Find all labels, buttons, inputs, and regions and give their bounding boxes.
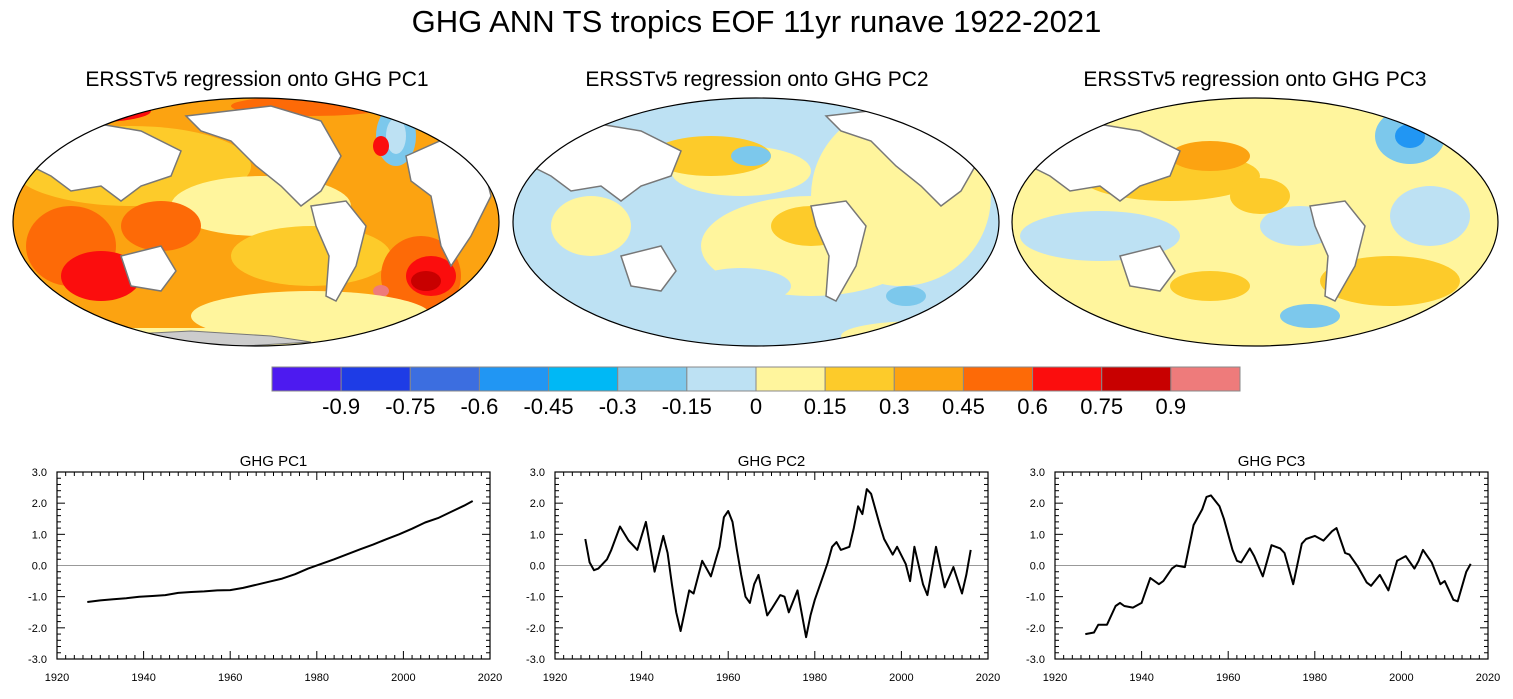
x-tick-label: 1920: [45, 672, 69, 684]
y-tick-label: 0.0: [530, 561, 545, 573]
y-tick-label: 2.0: [32, 498, 47, 510]
x-tick-label: 1940: [1129, 672, 1153, 684]
pc-chart-1: 3.0 2.0 1.0 0.0 -1.0 -2.0 -3.0 1920 1940 1960 1980…: [28, 453, 502, 684]
regression-map-pc3: [1011, 97, 1499, 347]
y-tick-label: 1.0: [32, 529, 47, 541]
plot-frame: [1054, 471, 1489, 660]
y-tick-label: -2.0: [526, 623, 545, 635]
x-tick-label: 1960: [1216, 672, 1240, 684]
y-tick-label: -2.0: [1026, 623, 1045, 635]
colorbar-label: 0.15: [803, 394, 847, 419]
colorbar-label: -0.3: [598, 394, 637, 419]
y-tick-label: 2.0: [530, 498, 545, 510]
y-tick-label: -1.0: [1026, 592, 1045, 604]
x-tick-label: 1920: [1043, 672, 1067, 684]
figure-title: GHG ANN TS tropics EOF 11yr runave 1922-…: [411, 4, 1102, 39]
plot-frame: [554, 471, 989, 660]
colorbar-label: 0.45: [942, 394, 985, 419]
x-tick-label: 2000: [1389, 672, 1413, 684]
y-tick-label: 3.0: [1030, 467, 1045, 479]
y-tick-label: -1.0: [526, 592, 545, 604]
pc-series-line: [87, 500, 474, 603]
x-tick-label: 1940: [629, 672, 653, 684]
x-tick-label: 1960: [716, 672, 740, 684]
x-tick-label: 1980: [1303, 672, 1327, 684]
pc-series-line: [584, 488, 972, 639]
x-tick-label: 1980: [803, 672, 827, 684]
y-tick-label: 2.0: [1030, 498, 1045, 510]
x-tick-label: 2020: [1476, 672, 1500, 684]
y-tick-label: 1.0: [530, 529, 545, 541]
y-tick-label: 3.0: [530, 467, 545, 479]
x-tick-label: 2020: [976, 672, 1000, 684]
x-tick-label: 1980: [305, 672, 329, 684]
x-tick-label: 1920: [543, 672, 567, 684]
regression-map-pc2: [512, 97, 1000, 347]
x-tick-label: 2000: [391, 672, 415, 684]
y-tick-label: 0.0: [1030, 561, 1045, 573]
x-tick-label: 1940: [131, 672, 155, 684]
colorbar-label: -0.45: [523, 394, 574, 419]
x-tick-label: 1960: [218, 672, 242, 684]
chart-title: GHG PC2: [738, 453, 806, 470]
colorbar-label: 0.75: [1080, 394, 1124, 419]
x-tick-label: 2020: [478, 672, 502, 684]
y-tick-label: 0.0: [32, 561, 47, 573]
y-tick-label: -3.0: [526, 654, 545, 666]
colorbar-label: -0.15: [661, 394, 712, 419]
y-tick-label: -1.0: [28, 592, 47, 604]
y-tick-label: 1.0: [1030, 529, 1045, 541]
pc-chart-2: 3.0 2.0 1.0 0.0 -1.0 -2.0 -3.0 1920 1940 1960 1980…: [526, 453, 1000, 684]
y-tick-label: -3.0: [1026, 654, 1045, 666]
colorbar-label: 0.3: [878, 394, 910, 419]
plot-frame: [56, 471, 491, 660]
pc-series-line: [1085, 494, 1472, 636]
colorbar-label: 0.6: [1017, 394, 1048, 419]
y-tick-label: 3.0: [32, 467, 47, 479]
x-tick-label: 2000: [889, 672, 913, 684]
colorbar-label: 0: [749, 394, 763, 419]
colorbar-label: -0.75: [385, 394, 436, 419]
chart-title: GHG PC1: [240, 453, 308, 470]
colorbar-label: 0.9: [1155, 394, 1187, 419]
map-title-pc3: ERSSTv5 regression onto GHG PC3: [1083, 68, 1427, 91]
colorbar-label: -0.9: [322, 394, 361, 419]
map-title-pc1: ERSSTv5 regression onto GHG PC1: [85, 68, 429, 91]
chart-title: GHG PC3: [1238, 453, 1306, 470]
map-title-pc2: ERSSTv5 regression onto GHG PC2: [585, 68, 929, 91]
pc-chart-3: 3.0 2.0 1.0 0.0 -1.0 -2.0 -3.0 1920 1940 1960 1980…: [1026, 453, 1500, 684]
y-tick-label: -3.0: [28, 654, 47, 666]
colorbar-label: -0.6: [460, 394, 499, 419]
y-tick-label: -2.0: [28, 623, 47, 635]
regression-map-pc1: [12, 97, 500, 347]
